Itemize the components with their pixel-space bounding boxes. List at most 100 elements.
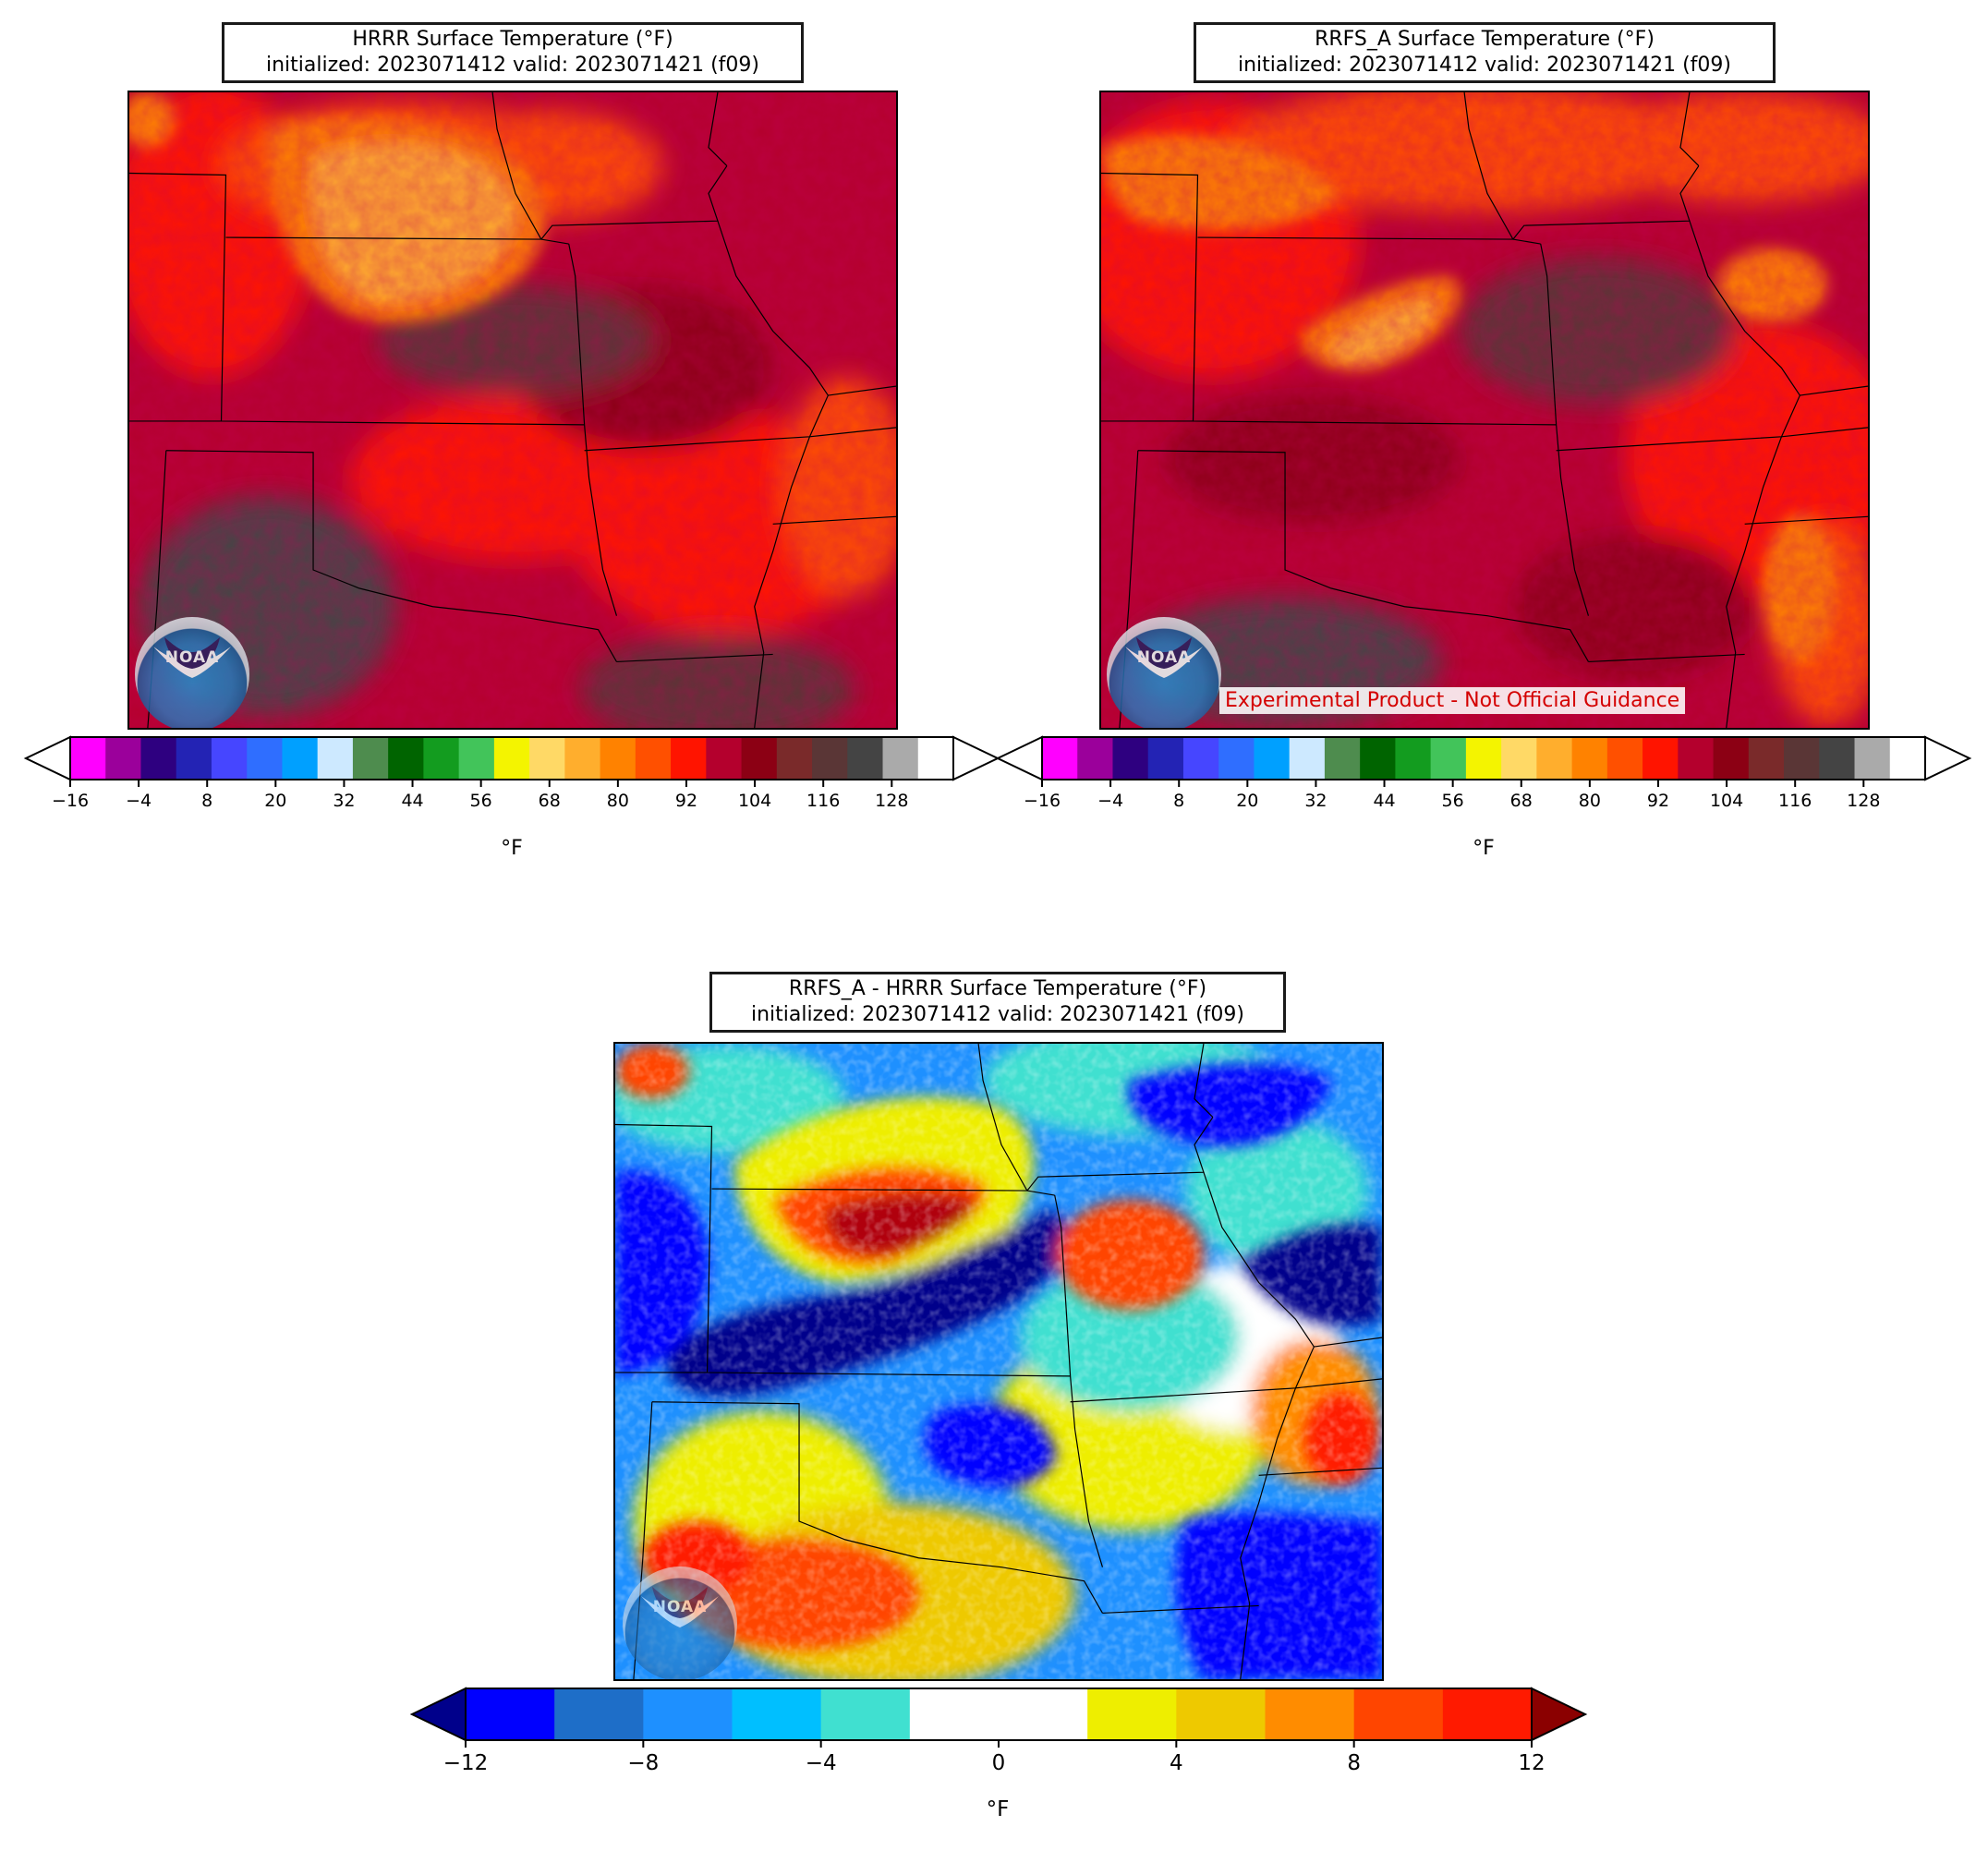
colorbar-swatch <box>847 737 884 780</box>
diff-colorbar-unit: °F <box>986 1797 1010 1821</box>
colorbar-tick-label: 4 <box>1170 1751 1183 1775</box>
colorbar-swatch <box>1571 737 1608 780</box>
hrrr-title: HRRR Surface Temperature (°F) initialize… <box>222 22 804 83</box>
colorbar-swatch <box>554 1688 644 1740</box>
diff-colorbar <box>409 1687 1588 1748</box>
colorbar-swatch <box>247 737 284 780</box>
colorbar-tick-label: 0 <box>991 1751 1006 1775</box>
colorbar-swatch <box>1748 737 1785 780</box>
colorbar-tick-label: 8 <box>201 791 213 811</box>
colorbar-swatch <box>564 737 601 780</box>
colorbar-swatch <box>140 737 177 780</box>
colorbar-swatch <box>466 1688 555 1740</box>
colorbar-tick-label: 8 <box>1173 791 1185 811</box>
colorbar-swatch <box>176 737 212 780</box>
colorbar-swatch <box>1360 737 1396 780</box>
colorbar-swatch <box>1265 1688 1355 1740</box>
hrrr-map: NOAA <box>127 91 898 730</box>
hrrr-colorbar <box>23 735 1000 787</box>
colorbar-extend-min <box>995 735 1043 781</box>
colorbar-swatch <box>706 737 743 780</box>
colorbar-swatch <box>423 737 460 780</box>
colorbar-swatch <box>1854 737 1891 780</box>
colorbar-swatch <box>458 737 495 780</box>
colorbar-border <box>1041 736 1926 780</box>
colorbar-extend-min <box>23 735 71 781</box>
colorbar-tick-label: 116 <box>1778 791 1812 811</box>
rrfs-colorbar-unit: °F <box>1473 837 1495 860</box>
colorbar-swatch <box>1112 737 1149 780</box>
colorbar-tick-label: 80 <box>606 791 629 811</box>
colorbar-swatch <box>529 737 565 780</box>
colorbar-tick-label: 116 <box>806 791 841 811</box>
colorbar-tick-label: 92 <box>1646 791 1670 811</box>
colorbar-swatch <box>999 1688 1088 1740</box>
hrrr-panel: HRRR Surface Temperature (°F) initialize… <box>0 0 1000 887</box>
colorbar-tick-label: 20 <box>264 791 287 811</box>
noaa-logo: NOAA <box>1107 617 1221 728</box>
colorbar-swatch <box>70 737 106 780</box>
noaa-logo-text: NOAA <box>652 1598 708 1616</box>
colorbar-swatch <box>882 737 919 780</box>
diff-title-line1: RRFS_A - HRRR Surface Temperature (°F) <box>788 977 1207 1000</box>
colorbar-extend-max <box>1531 1687 1588 1742</box>
colorbar-swatch <box>909 1688 1000 1740</box>
colorbar-swatch <box>1176 1688 1267 1740</box>
colorbar-swatch <box>388 737 424 780</box>
colorbar-tick-label: 12 <box>1518 1751 1546 1775</box>
diff-title-line2: initialized: 2023071412 valid: 202307142… <box>751 1003 1244 1026</box>
colorbar-swatch <box>1254 737 1291 780</box>
hrrr-title-line2: initialized: 2023071412 valid: 202307142… <box>266 54 759 77</box>
rrfs-colorbar <box>995 735 1972 787</box>
colorbar-swatch <box>1465 737 1502 780</box>
colorbar-swatch <box>643 1688 733 1740</box>
colorbar-tick-label: −4 <box>805 1751 837 1775</box>
experimental-disclaimer: Experimental Product - Not Official Guid… <box>1219 687 1686 714</box>
colorbar-border <box>69 736 954 780</box>
rrfs-title-line1: RRFS_A Surface Temperature (°F) <box>1315 28 1655 51</box>
colorbar-swatch <box>917 737 954 780</box>
colorbar-swatch <box>1395 737 1432 780</box>
colorbar-tick-label: −4 <box>1097 791 1124 811</box>
colorbar-tick-label: 92 <box>674 791 698 811</box>
colorbar-tick-label: 104 <box>737 791 772 811</box>
hrrr-colorbar-unit: °F <box>501 837 523 860</box>
colorbar-swatch <box>1889 737 1926 780</box>
colorbar-swatch <box>1784 737 1820 780</box>
colorbar-tick-label: −16 <box>51 791 90 811</box>
colorbar-tick-label: −8 <box>627 1751 660 1775</box>
noaa-logo: NOAA <box>135 617 249 728</box>
colorbar-tick-label: 104 <box>1709 791 1744 811</box>
colorbar-swatch <box>1536 737 1573 780</box>
colorbar-swatch <box>820 1688 911 1740</box>
colorbar-extend-min <box>409 1687 467 1742</box>
colorbar-tick-label: 68 <box>538 791 561 811</box>
colorbar-swatch <box>1643 737 1679 780</box>
colorbar-swatch <box>1218 737 1255 780</box>
colorbar-tick-label: 32 <box>333 791 356 811</box>
diff-title: RRFS_A - HRRR Surface Temperature (°F) i… <box>709 972 1286 1033</box>
colorbar-swatch <box>1289 737 1326 780</box>
noaa-logo-text: NOAA <box>1136 648 1192 667</box>
diff-map: NOAA <box>613 1042 1384 1681</box>
colorbar-swatch <box>635 737 672 780</box>
colorbar-swatch <box>1147 737 1184 780</box>
colorbar-tick-label: 44 <box>1373 791 1396 811</box>
colorbar-swatch <box>1606 737 1643 780</box>
colorbar-swatch <box>741 737 778 780</box>
colorbar-tick-label: 56 <box>1441 791 1464 811</box>
colorbar-tick-label: −4 <box>126 791 152 811</box>
colorbar-swatch <box>1501 737 1537 780</box>
colorbar-tick-label: 128 <box>875 791 909 811</box>
rrfs-title: RRFS_A Surface Temperature (°F) initiali… <box>1194 22 1776 83</box>
colorbar-tick-label: 44 <box>401 791 424 811</box>
colorbar-tick-label: −12 <box>442 1751 489 1775</box>
colorbar-swatch <box>317 737 354 780</box>
colorbar-swatch <box>105 737 142 780</box>
colorbar-tick-label: 20 <box>1236 791 1259 811</box>
noaa-logo: NOAA <box>623 1567 737 1679</box>
colorbar-swatch <box>1713 737 1750 780</box>
colorbar-tick-label: 128 <box>1847 791 1881 811</box>
colorbar-swatch <box>352 737 389 780</box>
colorbar-tick-label: −16 <box>1023 791 1061 811</box>
